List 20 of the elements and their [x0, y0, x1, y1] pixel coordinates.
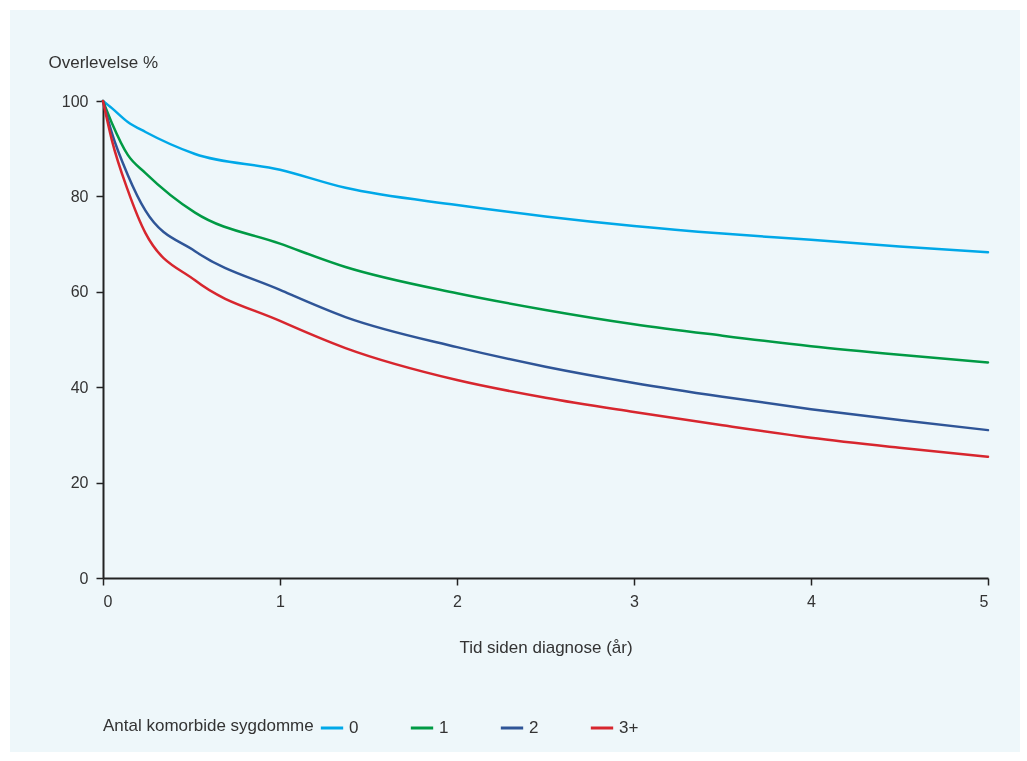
- legend-label: 0: [349, 718, 359, 737]
- line-series: [101, 99, 990, 364]
- legend-label: 3+: [619, 718, 639, 737]
- x-tick-label: 1: [276, 592, 286, 610]
- legend-label: 2: [529, 718, 539, 737]
- x-tick-label: 4: [807, 592, 817, 610]
- x-tick-label: 5: [979, 592, 989, 610]
- y-tick-label: 80: [70, 187, 89, 205]
- x-tick-label: 3: [630, 592, 640, 610]
- legend-title: Antal komorbide sygdomme: [103, 716, 314, 735]
- y-tick-label: 20: [70, 474, 89, 492]
- x-axis-title: Tid siden diagnose (år): [459, 637, 633, 657]
- legend-label: 1: [439, 718, 449, 737]
- y-tick-label: 60: [70, 283, 89, 301]
- y-tick-label: 40: [70, 378, 89, 396]
- x-tick-label: 2: [453, 592, 463, 610]
- x-tick-label: 0: [103, 592, 113, 610]
- y-tick-label: 0: [79, 569, 89, 587]
- y-axis-title: Overlevelse %: [48, 52, 159, 72]
- y-tick-label: 100: [61, 92, 89, 110]
